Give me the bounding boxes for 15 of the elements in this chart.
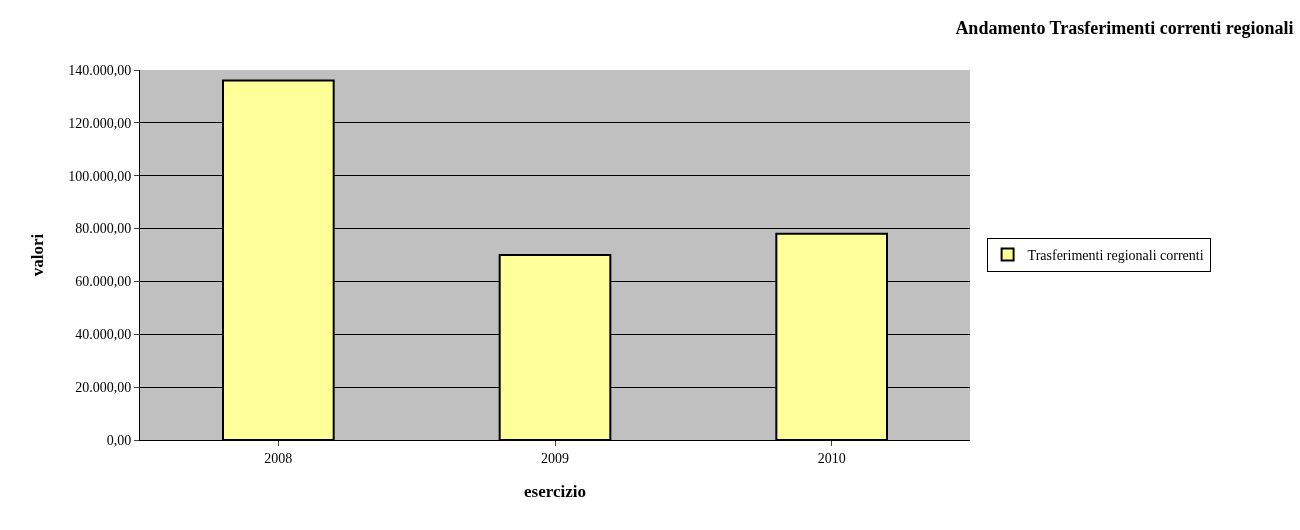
x-tick-label: 2008 (264, 450, 293, 466)
y-axis-title: valori (27, 233, 47, 277)
y-tick-label: 80.000,00 (75, 221, 132, 237)
y-tick-label: 40.000,00 (75, 327, 132, 343)
y-tick-label: 20.000,00 (75, 380, 132, 396)
y-tick-label: 140.000,00 (68, 62, 132, 78)
x-axis-title: esercizio (524, 482, 586, 502)
text: Andamento Trasferimenti correnti regionali (955, 17, 1294, 38)
y-tick-label: 0,00 (106, 432, 132, 448)
y-tick-label: 60.000,00 (75, 274, 132, 290)
x-tick-label: 2009 (541, 450, 569, 466)
legend-label: Trasferimenti regionali correnti (1027, 248, 1204, 264)
y-tick-label: 100.000,00 (68, 168, 132, 184)
y-tick-label: 120.000,00 (68, 115, 132, 131)
x-tick-label: 2010 (817, 450, 846, 466)
